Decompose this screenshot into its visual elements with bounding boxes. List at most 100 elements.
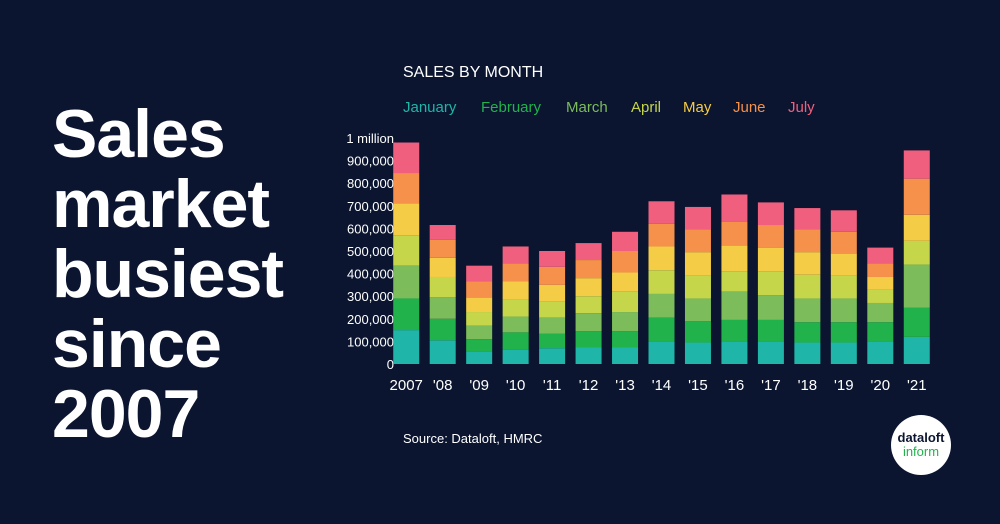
- bar-segment: [393, 330, 420, 364]
- bar-segment: [393, 265, 420, 299]
- bar-segment: [830, 298, 857, 323]
- x-tick-label: '12: [579, 377, 599, 394]
- bar-segment: [429, 276, 456, 298]
- bar-segment: [466, 312, 493, 326]
- headline: 2007: [52, 376, 199, 452]
- bar-segment: [575, 243, 602, 261]
- bar-segment: [867, 247, 894, 264]
- bar-segment: [539, 284, 566, 302]
- bar-segment: [502, 316, 529, 333]
- bar-segment: [830, 322, 857, 343]
- y-tick-label: 300,000: [347, 289, 394, 304]
- bar-segment: [757, 202, 784, 226]
- y-tick-label: 600,000: [347, 221, 394, 236]
- bar-segment: [429, 239, 456, 258]
- bar-segment: [575, 331, 602, 348]
- bar-segment: [903, 178, 930, 215]
- bar-segment: [612, 331, 639, 348]
- bar-segment: [393, 142, 420, 174]
- bar-segment: [612, 312, 639, 332]
- bar-segment: [575, 278, 602, 297]
- bar-segment: [757, 247, 784, 272]
- y-tick-label: 100,000: [347, 334, 394, 349]
- x-tick-label: '09: [469, 377, 489, 394]
- bar-segment: [648, 341, 675, 364]
- bar-segment: [466, 351, 493, 364]
- bar-segment: [903, 307, 930, 337]
- headline: Sales: [52, 96, 225, 172]
- bar-segment: [794, 342, 821, 364]
- logo-text: inform: [903, 444, 939, 459]
- bar-segment: [903, 150, 930, 179]
- legend-entry: March: [566, 99, 608, 116]
- legend-entry: May: [683, 99, 712, 116]
- bar-segment: [612, 231, 639, 251]
- bar-segment: [648, 270, 675, 294]
- x-tick-label: '13: [615, 377, 635, 394]
- logo-text: dataloft: [898, 430, 946, 445]
- logo: [891, 415, 951, 475]
- y-tick-label: 1 million: [346, 131, 394, 146]
- bar-segment: [539, 333, 566, 349]
- bar-segment: [612, 291, 639, 313]
- bar-segment: [539, 251, 566, 267]
- source: Source: Dataloft, HMRC: [403, 431, 542, 446]
- y-tick-label: 700,000: [347, 199, 394, 214]
- bar-segment: [903, 264, 930, 308]
- x-tick-label: '20: [871, 377, 891, 394]
- bar-segment: [612, 347, 639, 364]
- bar-segment: [903, 336, 930, 364]
- bar-segment: [502, 246, 529, 264]
- bar-segment: [830, 275, 857, 299]
- bar-segment: [648, 201, 675, 224]
- bar-segment: [684, 321, 711, 343]
- x-tick-label: '10: [506, 377, 526, 394]
- y-tick-label: 500,000: [347, 244, 394, 259]
- headline: since: [52, 306, 221, 382]
- bar-segment: [867, 302, 894, 323]
- y-tick-label: 800,000: [347, 176, 394, 191]
- x-tick-label: '21: [907, 377, 927, 394]
- bar-segment: [466, 265, 493, 282]
- y-tick-label: 400,000: [347, 267, 394, 282]
- bar-segment: [466, 281, 493, 298]
- bar-segment: [684, 298, 711, 322]
- bar-segment: [502, 332, 529, 350]
- bar-segment: [794, 252, 821, 275]
- bar-segment: [539, 317, 566, 334]
- y-tick-label: 200,000: [347, 312, 394, 327]
- bar-segment: [794, 322, 821, 343]
- bar-segment: [466, 297, 493, 313]
- headline: market: [52, 166, 269, 242]
- bar-segment: [429, 225, 456, 240]
- bar-segment: [867, 341, 894, 364]
- x-tick-label: '08: [433, 377, 453, 394]
- bar-segment: [757, 319, 784, 342]
- bar-segment: [794, 298, 821, 323]
- bar-segment: [648, 223, 675, 247]
- y-tick-label: 0: [387, 357, 394, 372]
- bar-segment: [502, 281, 529, 300]
- bar-segment: [867, 289, 894, 303]
- bar-segment: [575, 347, 602, 364]
- bar-segment: [903, 214, 930, 241]
- bar-segment: [721, 245, 748, 272]
- bar-segment: [466, 339, 493, 352]
- bar-segment: [757, 271, 784, 296]
- bar-segment: [757, 295, 784, 320]
- legend-entry: January: [403, 99, 457, 116]
- bar-segment: [721, 221, 748, 246]
- bar-segment: [539, 301, 566, 318]
- bar-segment: [721, 319, 748, 342]
- bar-segment: [648, 317, 675, 342]
- bar-segment: [648, 246, 675, 271]
- bar-segment: [721, 194, 748, 222]
- x-tick-label: '16: [725, 377, 745, 394]
- bar-segment: [684, 252, 711, 276]
- x-tick-label: '18: [798, 377, 818, 394]
- bar-segment: [648, 293, 675, 318]
- bar-segment: [393, 298, 420, 331]
- bar-segment: [721, 271, 748, 292]
- bar-segment: [794, 208, 821, 230]
